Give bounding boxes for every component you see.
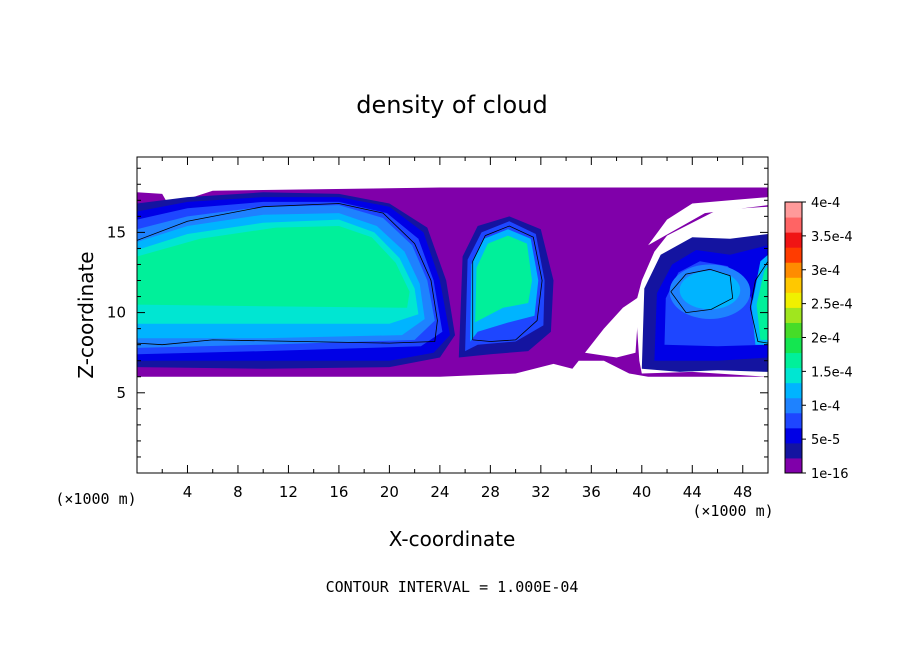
x-axis: 4 8 12 16 20 24 28 32 36 40 44 48	[161, 157, 752, 501]
x-tick-label: 20	[380, 483, 399, 501]
x-axis-label: X-coordinate	[389, 527, 516, 551]
colorbar-swatch	[785, 427, 802, 444]
colorbar-swatch	[785, 412, 802, 429]
x-tick-label: 36	[582, 483, 601, 501]
colorbar-swatch	[785, 307, 802, 323]
right-contour	[670, 268, 734, 314]
colorbar-swatch	[785, 397, 802, 414]
x-unit-right: (×1000 m)	[692, 502, 773, 520]
colorbar-label: 1e-16	[811, 467, 849, 482]
x-tick-label: 16	[329, 483, 348, 501]
colorbar-swatch	[785, 337, 802, 354]
x-tick-label: 32	[531, 483, 550, 501]
clear-gap	[585, 296, 640, 358]
colorbar-swatch	[785, 352, 802, 369]
colorbar-swatch	[785, 262, 802, 278]
secondary-core	[475, 235, 532, 323]
right-edge-core	[756, 266, 768, 340]
x-tick-label: 8	[233, 483, 243, 501]
colorbar-swatch	[785, 232, 802, 248]
colorbar-label: 2.5e-4	[811, 298, 853, 313]
colorbar-swatch	[785, 277, 802, 293]
colorbar-label: 3.5e-4	[811, 230, 853, 245]
clear-notch	[648, 197, 768, 246]
colorbar-swatch	[785, 202, 802, 218]
right-edge-contour	[749, 261, 768, 344]
main-contour	[137, 203, 438, 346]
right-core	[679, 270, 741, 310]
density-field	[137, 157, 768, 473]
y-tick-label: 15	[107, 223, 126, 241]
colorbar-swatch	[785, 322, 802, 338]
chart-title: density of cloud	[356, 91, 547, 119]
colorbar-swatch	[785, 442, 802, 459]
colorbar-swatch	[785, 382, 802, 399]
contour-interval-note: CONTOUR INTERVAL = 1.000E-04	[326, 578, 579, 596]
colorbar-label: 1.5e-4	[811, 365, 853, 380]
colorbar-label: 2e-4	[811, 332, 840, 347]
y-axis: 5 10 15	[107, 167, 768, 458]
colorbar-label: 4e-4	[811, 196, 840, 211]
colorbar-swatch	[785, 292, 802, 308]
x-tick-label: 12	[279, 483, 298, 501]
colorbar: 4e-4 3.5e-4 3e-4 2.5e-4 2e-4 1.5e-4 1e-4 5e-5 1e…	[784, 196, 853, 482]
x-tick-label: 48	[733, 483, 752, 501]
y-axis-label: Z-coordinate	[74, 251, 98, 378]
colorbar-label: 3e-4	[811, 264, 840, 279]
y-tick-label: 10	[107, 304, 126, 322]
x-tick-label: 40	[632, 483, 651, 501]
x-tick-label: 24	[430, 483, 449, 501]
main-core	[137, 226, 410, 308]
colorbar-label: 5e-5	[811, 433, 840, 448]
colorbar-label: 1e-4	[811, 399, 840, 414]
colorbar-swatch	[785, 457, 802, 474]
colorbar-swatch	[785, 217, 802, 233]
secondary-contour	[472, 225, 543, 342]
plot-frame	[136, 156, 769, 474]
y-tick-label: 5	[116, 384, 126, 402]
colorbar-swatch	[785, 247, 802, 263]
x-tick-label: 28	[481, 483, 500, 501]
x-unit-left: (×1000 m)	[55, 490, 136, 508]
x-tick-label: 4	[183, 483, 193, 501]
x-tick-label: 44	[683, 483, 702, 501]
colorbar-swatch	[785, 367, 802, 384]
